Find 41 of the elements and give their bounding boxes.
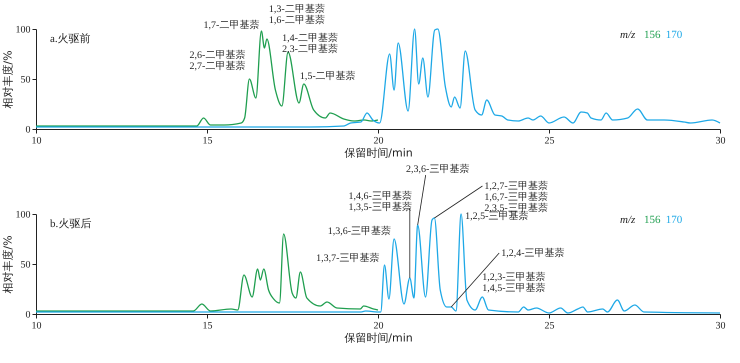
x-tick-label: 20 [374,320,384,332]
y-tick-label: 50 [20,260,30,270]
legend-title: m/z [620,214,636,226]
annotation: 1,2,3-三甲基萘 1,4,5-三甲基萘 [482,271,546,294]
annotation: 1,2,5-三甲基萘 [465,210,528,222]
y-axis-title: 相对丰度/% [2,235,14,294]
legend-title: m/z [620,29,636,41]
text: 156 [644,214,661,226]
text: 156 [644,29,661,41]
text: 170 [666,29,683,41]
x-tick-label: 25 [544,320,554,332]
y-tick-label: 50 [20,74,30,86]
x-tick-label: 10 [32,136,42,146]
x-axis-title: 保留时间/min [344,332,413,344]
line-series [35,30,379,127]
x-axis-title: 保留时间/min [344,146,413,160]
annotation: 2,3,6-三甲基萘 [406,163,470,175]
x-tick-label: 20 [374,136,384,146]
y-tick-label: 100 [16,210,30,220]
annotation: 1,4,6-三甲基萘 1,3,5-三甲基萘 [348,190,412,213]
y-tick-label: 100 [16,24,30,36]
annotation: 2,6-二甲基萘 2,7-二甲基萘 [189,49,246,72]
annotation: 1,2,4-三甲基萘 [501,247,565,259]
chart-title: b.火驱后 [50,217,92,230]
x-tick-label: 30 [716,320,726,332]
chart-title: a.火驱前 [50,32,91,45]
annotation: 1,3,6-三甲基萘 [328,225,392,237]
x-tick-label: 15 [202,320,212,332]
x-tick-label: 15 [202,136,212,146]
x-tick-label: 30 [716,136,726,146]
annotation: 1,4-二甲基萘 2,3-二甲基萘 [282,32,338,55]
text: 170 [666,214,683,226]
y-axis-title: 相对丰度/% [2,50,14,109]
annotation: 1,3,7-三甲基萘 [316,252,380,264]
annotation: 1,7-二甲基萘 [203,19,260,31]
annotation: 1,3-二甲基萘 1,6-二甲基萘 [268,3,325,26]
annotation: 1,5-二甲基萘 [300,70,356,82]
x-tick-label: 25 [544,136,554,146]
y-tick-label: 0 [26,124,30,136]
x-tick-label: 10 [32,320,42,332]
y-tick-label: 0 [26,310,30,320]
